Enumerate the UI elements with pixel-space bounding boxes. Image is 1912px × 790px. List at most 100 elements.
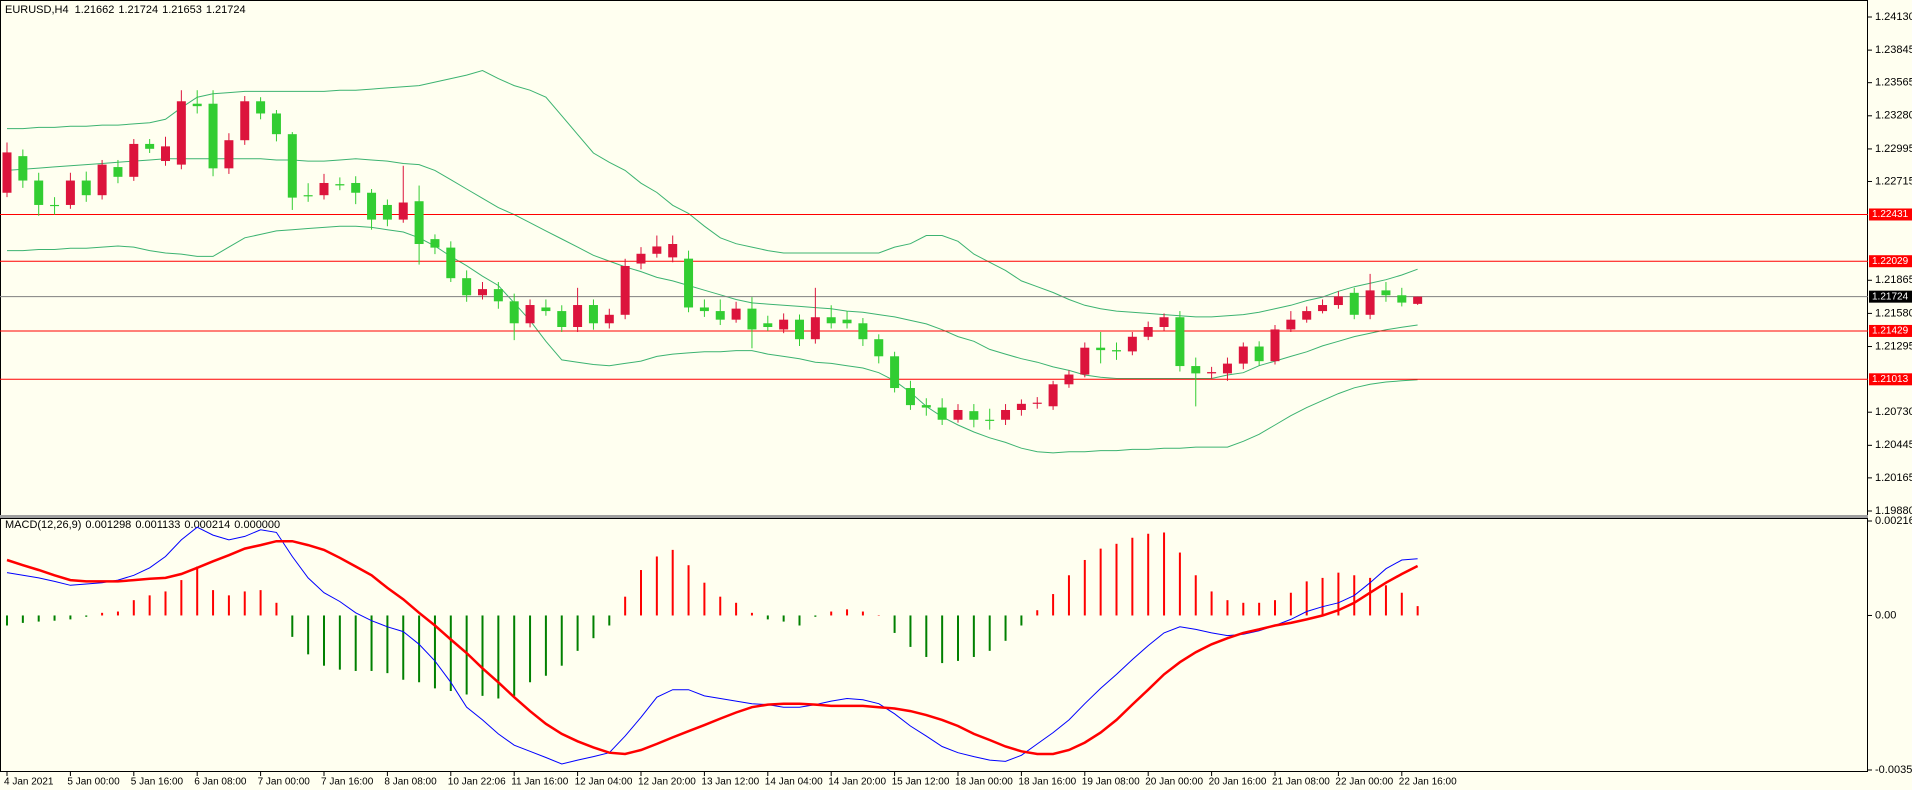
x-tick-label: 5 Jan 00:00 bbox=[67, 777, 120, 788]
x-tick-label: 18 Jan 00:00 bbox=[955, 777, 1013, 788]
price-label-box bbox=[1869, 290, 1912, 303]
level-label-box bbox=[1869, 324, 1912, 337]
x-tick-label: 7 Jan 00:00 bbox=[258, 777, 311, 788]
candle-body bbox=[1254, 346, 1264, 362]
y-tick-label: 1.23845 bbox=[1875, 44, 1912, 56]
candle-body bbox=[208, 103, 218, 169]
x-tick-label: 7 Jan 16:00 bbox=[321, 777, 374, 788]
x-tick-label: 20 Jan 00:00 bbox=[1145, 777, 1203, 788]
level-label: 1.21013 bbox=[1872, 374, 1909, 385]
candle-body bbox=[367, 192, 377, 220]
bollinger-upper bbox=[7, 69, 1418, 318]
open-value: 1.21662 bbox=[75, 4, 115, 16]
candle-body bbox=[256, 101, 266, 114]
x-tick-label: 8 Jan 08:00 bbox=[384, 777, 437, 788]
candle-body bbox=[1413, 296, 1423, 304]
candle-body bbox=[1286, 319, 1296, 330]
candle-body bbox=[18, 156, 28, 181]
y-tick-label: 1.23565 bbox=[1875, 77, 1912, 89]
candle-body bbox=[1032, 402, 1042, 404]
candle-body bbox=[1143, 326, 1153, 337]
candle-body bbox=[161, 146, 170, 162]
candle-body bbox=[810, 317, 820, 340]
y-tick-label: 1.22715 bbox=[1875, 175, 1912, 187]
candle-body bbox=[573, 305, 583, 327]
candle-body bbox=[1238, 346, 1248, 364]
level-label: 1.22029 bbox=[1872, 256, 1909, 267]
candle-body bbox=[113, 167, 123, 177]
x-tick-label: 22 Jan 00:00 bbox=[1335, 777, 1393, 788]
bollinger-lower bbox=[7, 225, 1418, 454]
candle-body bbox=[525, 305, 535, 324]
candle-body bbox=[1381, 290, 1391, 296]
candle-body bbox=[763, 323, 773, 327]
candle-body bbox=[382, 204, 392, 220]
close-value: 1.21724 bbox=[206, 4, 246, 16]
candle-body bbox=[50, 204, 60, 207]
y-tick-label: 1.20165 bbox=[1875, 472, 1912, 484]
candle-body bbox=[65, 180, 75, 205]
x-tick-label: 12 Jan 20:00 bbox=[638, 777, 696, 788]
y-tick-label: 1.21580 bbox=[1875, 307, 1912, 319]
candle-body bbox=[145, 143, 155, 149]
candle-body bbox=[795, 319, 804, 340]
candle-body bbox=[192, 103, 202, 107]
candle-body bbox=[557, 311, 567, 327]
candle-body bbox=[176, 101, 186, 165]
candle-body bbox=[858, 323, 868, 340]
x-tick-label: 14 Jan 04:00 bbox=[765, 777, 823, 788]
candle-body bbox=[937, 407, 947, 420]
macd-line bbox=[6, 539, 1419, 756]
candle-body bbox=[668, 244, 678, 258]
candle-body bbox=[287, 134, 297, 198]
candle-body bbox=[478, 289, 487, 296]
candle-body bbox=[826, 317, 836, 324]
candle-body bbox=[684, 258, 694, 308]
y-tick-label: 0.002162 bbox=[1875, 515, 1912, 527]
candle-body bbox=[1207, 372, 1217, 374]
x-tick-label: 4 Jan 2021 bbox=[4, 777, 54, 788]
macd-line bbox=[6, 526, 1418, 765]
candle-body bbox=[1096, 347, 1106, 351]
candle-body bbox=[1064, 374, 1074, 385]
level-label-box bbox=[1869, 255, 1912, 268]
candle-body bbox=[1127, 336, 1137, 352]
candle-body bbox=[905, 388, 915, 406]
candle-body bbox=[462, 278, 472, 296]
macd-panel bbox=[0, 518, 1868, 772]
macd-header: MACD(12,26,9) 0.001298 0.001133 0.000214 0.0… bbox=[5, 519, 280, 531]
x-tick-label: 19 Jan 08:00 bbox=[1082, 777, 1140, 788]
candle-body bbox=[636, 253, 646, 264]
candle-body bbox=[588, 305, 598, 324]
level-label-box bbox=[1869, 208, 1912, 221]
x-tick-label: 12 Jan 04:00 bbox=[575, 777, 633, 788]
candle-body bbox=[1318, 305, 1328, 312]
x-tick-label: 21 Jan 08:00 bbox=[1272, 777, 1330, 788]
y-tick-label: 1.20730 bbox=[1875, 406, 1912, 418]
candle-body bbox=[81, 180, 91, 196]
low-value: 1.21653 bbox=[162, 4, 202, 16]
candle-body bbox=[1302, 311, 1312, 320]
candle-body bbox=[715, 311, 725, 320]
x-tick-label: 18 Jan 16:00 bbox=[1018, 777, 1076, 788]
level-label-box bbox=[1869, 373, 1912, 386]
candle-body bbox=[319, 182, 329, 196]
candle-body bbox=[493, 289, 503, 302]
candle-body bbox=[842, 319, 852, 324]
histogram-value: 0.000214 bbox=[184, 519, 230, 531]
candle-body bbox=[1365, 290, 1375, 315]
candle-body bbox=[240, 101, 250, 141]
y-tick-label: 1.21295 bbox=[1875, 340, 1912, 352]
bollinger-middle bbox=[6, 158, 1418, 379]
y-tick-label: 1.19880 bbox=[1875, 505, 1912, 517]
price-header: EURUSD,H4 1.21662 1.21724 1.21653 1.21724 bbox=[5, 4, 246, 16]
candle-body bbox=[652, 246, 662, 254]
candle-body bbox=[969, 411, 979, 420]
candle-body bbox=[271, 113, 281, 135]
macd-value: 0.001298 bbox=[85, 519, 131, 531]
candle-body bbox=[620, 265, 630, 315]
candle-body bbox=[1001, 409, 1011, 420]
candle-body bbox=[34, 180, 44, 205]
